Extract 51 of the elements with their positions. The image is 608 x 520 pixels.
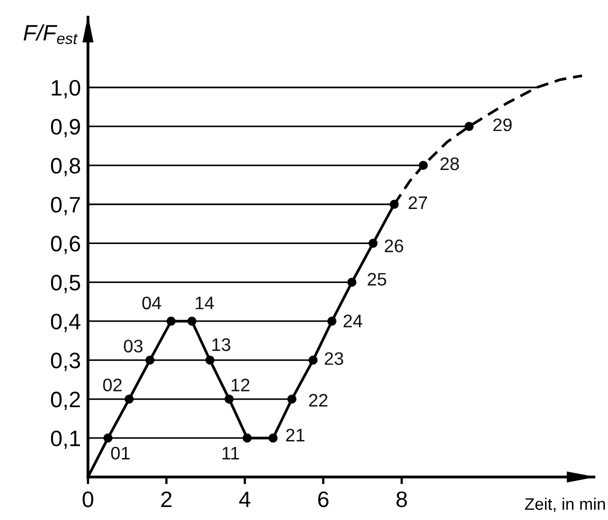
annotation: 23 (324, 352, 344, 365)
annotation: 26 (384, 239, 404, 252)
y-tick-label: 0,7 (51, 196, 80, 216)
y-tick-label: 0,6 (51, 236, 80, 254)
y-tick-label: 0,5 (51, 274, 80, 294)
y-tick-label: 1,0 (52, 80, 80, 98)
annotation: 14 (196, 296, 214, 310)
point (327, 316, 336, 326)
y-tick-label: 0,8 (51, 158, 80, 176)
annotation: 24 (344, 314, 362, 328)
point (166, 316, 176, 326)
point (187, 316, 196, 326)
y-tick-label: 0,1 (51, 430, 80, 449)
point (268, 434, 278, 443)
annotation: 21 (286, 428, 304, 442)
annotation: 02 (103, 378, 122, 392)
point (390, 200, 399, 209)
x-tick-label: 0 (82, 491, 94, 508)
point (124, 394, 134, 404)
point (103, 434, 112, 443)
point (287, 394, 296, 404)
annotation: 04 (142, 296, 162, 310)
annotation: 25 (368, 272, 386, 286)
x-tick-label: 8 (396, 491, 407, 508)
y-axis-title: F/F$_{est}$ (24, 24, 78, 44)
point (224, 394, 234, 404)
annotation: 01 (111, 446, 130, 460)
y-tick-label: 0,3 (51, 352, 80, 372)
annotation: 11 (222, 446, 240, 460)
annotation: 12 (232, 378, 250, 392)
point (347, 278, 356, 287)
point (418, 160, 428, 170)
annotation: 28 (440, 157, 459, 170)
annotation: 03 (124, 340, 143, 352)
annotation: 29 (493, 118, 512, 132)
x-tick-label: 4 (239, 492, 250, 507)
point (242, 434, 252, 443)
y-tick-label: 0,2 (51, 392, 80, 410)
point (205, 356, 214, 365)
annotation: 27 (408, 196, 427, 209)
y-tick-label: 0,9 (51, 118, 80, 138)
x-tick-label: 6 (318, 491, 328, 508)
annotation: 13 (212, 338, 230, 352)
x-tick-label: 2 (161, 491, 172, 507)
point (368, 238, 378, 248)
annotation: 22 (309, 394, 328, 407)
point (145, 356, 154, 365)
point (308, 356, 318, 365)
point (464, 122, 474, 131)
x-axis-title: Zeit, in min (525, 498, 605, 512)
y-tick-label: 0,4 (51, 314, 80, 332)
